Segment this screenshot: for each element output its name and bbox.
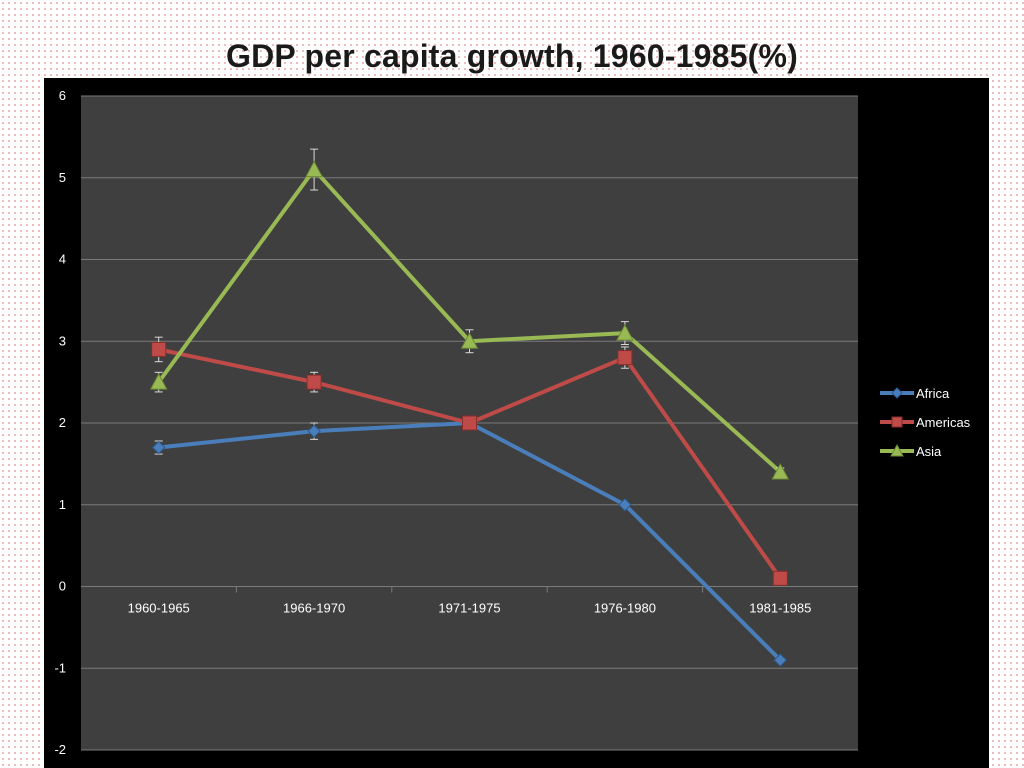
x-axis: 1960-1965 1966-1970 1971-1975 1976-1980 1981… <box>128 586 811 616</box>
legend-item-americas: Americas <box>880 415 971 430</box>
data-point <box>771 462 790 480</box>
x-tick-label: 1976-1980 <box>594 601 656 616</box>
x-tick-label: 1966-1970 <box>283 601 345 616</box>
y-tick-label: 1 <box>59 497 66 512</box>
legend-marker <box>891 416 903 428</box>
data-point <box>151 440 166 455</box>
y-tick-label: 6 <box>59 88 66 103</box>
data-point <box>149 373 168 390</box>
y-tick-label: 5 <box>59 170 66 185</box>
legend-marker <box>891 387 903 399</box>
data-point <box>460 332 479 349</box>
series-americas <box>151 336 788 586</box>
data-point <box>306 374 322 390</box>
series-group <box>149 148 790 667</box>
y-tick-label: 0 <box>59 579 66 594</box>
x-tick-label: 1971-1975 <box>438 601 500 616</box>
data-point <box>462 415 477 431</box>
data-point <box>151 341 167 357</box>
legend-marker <box>890 443 904 457</box>
data-point <box>616 324 634 341</box>
y-tick-label: 4 <box>59 252 66 267</box>
data-point <box>618 498 632 512</box>
y-tick-label: -1 <box>54 660 66 675</box>
chart-area: 6 5 4 3 2 1 0 -1 -2 1960-1965 1966-1970 1971-1975 1… <box>44 78 989 768</box>
x-tick-label: 1981-1985 <box>749 601 811 616</box>
series-asia <box>149 148 790 480</box>
legend-label: Asia <box>916 444 942 459</box>
gridlines <box>81 95 858 751</box>
y-tick-label: 3 <box>59 333 66 348</box>
slide-title: GDP per capita growth, 1960-1985(%) <box>226 38 798 74</box>
legend-label: Americas <box>916 415 971 430</box>
y-tick-label: 2 <box>59 415 66 430</box>
data-point <box>305 160 323 178</box>
data-point <box>307 424 321 438</box>
data-point <box>617 350 633 366</box>
legend: Africa Americas Asia <box>880 386 971 459</box>
y-tick-label: -2 <box>54 742 66 757</box>
y-axis: 6 5 4 3 2 1 0 -1 -2 <box>54 88 66 757</box>
legend-label: Africa <box>916 386 950 401</box>
data-point <box>773 653 788 667</box>
data-point <box>772 570 788 586</box>
x-tick-label: 1960-1965 <box>128 601 190 616</box>
legend-item-africa: Africa <box>880 386 950 401</box>
legend-item-asia: Asia <box>880 443 942 459</box>
